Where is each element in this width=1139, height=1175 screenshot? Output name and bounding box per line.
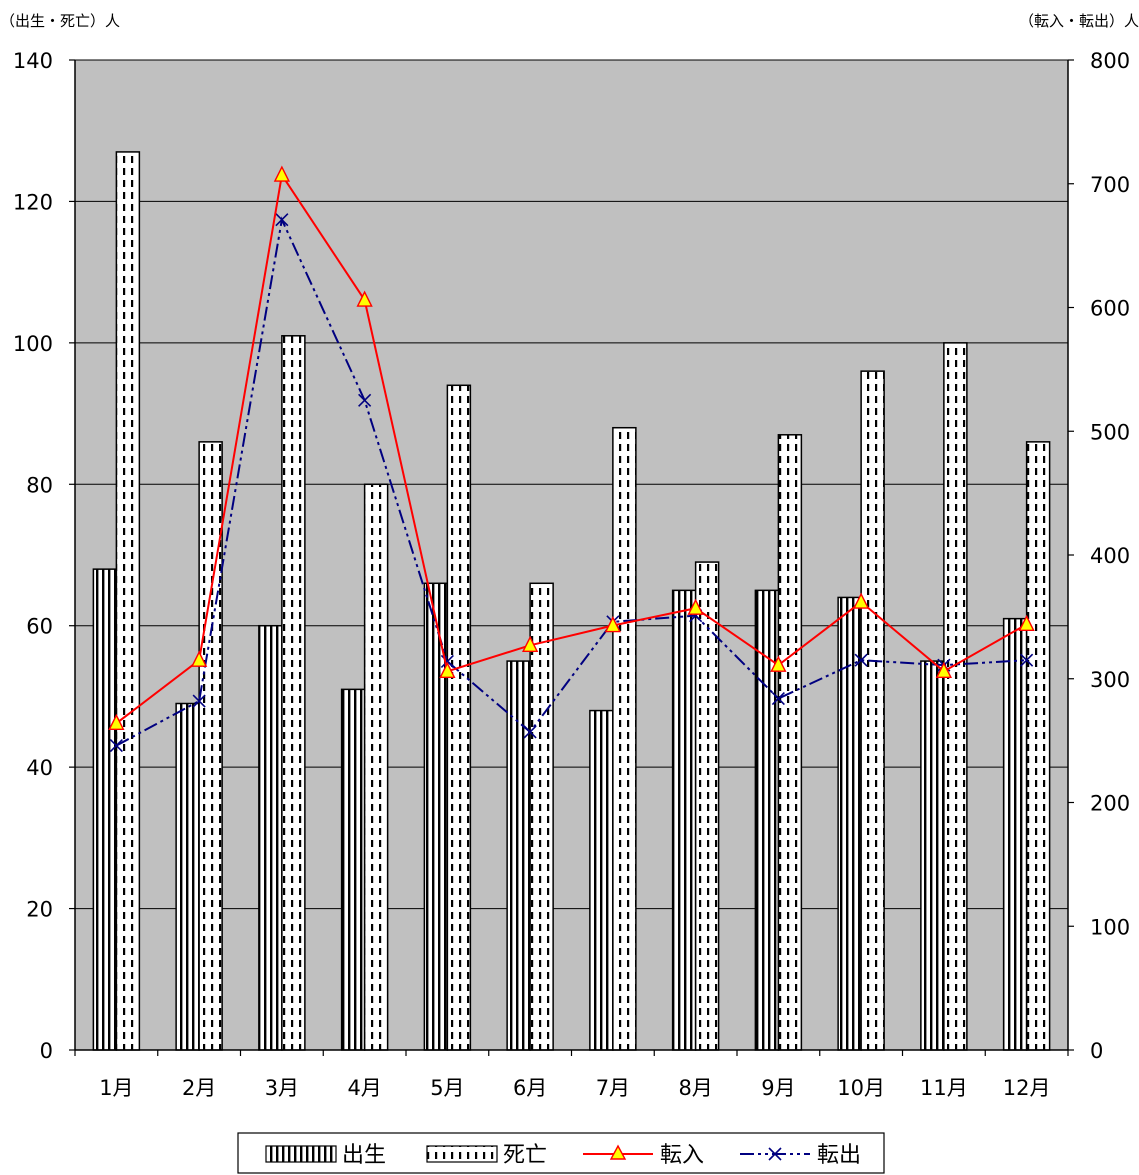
marker-in <box>604 615 622 633</box>
bar-death <box>115 151 141 1051</box>
left-tick-label: 80 <box>26 473 53 497</box>
bar-birth <box>175 702 200 1051</box>
marker-out <box>358 393 372 407</box>
bar-birth <box>1002 617 1028 1051</box>
category-label: 1月 <box>99 1076 133 1100</box>
bar-death <box>281 335 306 1051</box>
bar-death <box>860 370 885 1051</box>
legend-swatch-death <box>426 1145 498 1163</box>
marker-out <box>275 213 289 227</box>
bar-birth <box>506 660 531 1051</box>
line-in <box>115 172 1028 725</box>
gridlines <box>75 59 1068 910</box>
marker-in <box>439 661 456 679</box>
marker-in <box>273 165 291 182</box>
bar-birth <box>671 589 697 1051</box>
left-tick-label: 140 <box>13 49 53 73</box>
plot-area <box>74 59 1069 1051</box>
marker-in <box>852 592 870 609</box>
marker-in <box>687 598 704 615</box>
left-tick-label: 60 <box>26 615 53 639</box>
category-labels: 1月 2月 3月 4月 5月 6月 7月 8月 9月 10月 11月 12月 <box>99 1076 1050 1100</box>
bar-death <box>777 434 803 1051</box>
left-tick-label: 100 <box>13 332 53 356</box>
marker-in <box>108 713 125 730</box>
marker-in <box>935 661 953 679</box>
category-label: 4月 <box>347 1076 381 1100</box>
marker-in <box>190 650 208 667</box>
lines <box>108 165 1035 753</box>
bar-death <box>943 342 968 1051</box>
marker-in <box>356 290 373 307</box>
bar-birth <box>340 688 366 1051</box>
legend-label-death: 死亡 <box>503 1143 547 1168</box>
legend-label-out: 転出 <box>817 1143 861 1168</box>
category-label: 7月 <box>596 1076 630 1100</box>
legend-marker-in <box>609 1144 627 1160</box>
axes <box>69 59 1074 1056</box>
bars <box>92 151 1051 1051</box>
left-tick-label: 40 <box>26 756 53 780</box>
bar-death <box>446 384 472 1051</box>
right-tick-label: 700 <box>1090 173 1130 197</box>
category-label: 3月 <box>265 1076 299 1100</box>
marker-out <box>771 691 785 706</box>
category-label: 5月 <box>430 1076 464 1100</box>
marker-out <box>109 739 123 753</box>
category-label: 8月 <box>678 1076 712 1100</box>
right-tick-label: 100 <box>1090 915 1130 939</box>
right-tick-label: 200 <box>1090 792 1130 816</box>
bar-death <box>529 582 554 1051</box>
category-label: 11月 <box>920 1076 968 1100</box>
marker-in <box>1018 614 1035 631</box>
right-axis-ticks: 0 100 200 300 400 500 600 700 800 <box>1090 49 1130 1063</box>
right-tick-label: 600 <box>1090 297 1130 321</box>
marker-in <box>770 655 787 672</box>
right-tick-label: 800 <box>1090 49 1130 73</box>
bar-death <box>1025 441 1051 1051</box>
left-tick-label: 20 <box>26 898 53 922</box>
bar-death <box>198 441 223 1051</box>
right-tick-label: 500 <box>1090 420 1130 444</box>
category-label: 10月 <box>837 1076 885 1100</box>
marker-in <box>521 635 539 653</box>
legend-label-in: 転入 <box>660 1143 704 1168</box>
category-label: 6月 <box>513 1076 547 1100</box>
right-tick-label: 300 <box>1090 668 1130 692</box>
bar-death <box>612 426 637 1051</box>
right-tick-label: 400 <box>1090 544 1130 568</box>
line-out <box>115 216 1027 747</box>
category-label: 12月 <box>1003 1076 1051 1100</box>
marker-out <box>523 725 537 739</box>
legend-label-birth: 出生 <box>342 1143 386 1168</box>
bar-birth <box>754 589 780 1051</box>
marker-out <box>192 694 206 708</box>
left-axis-unit-label: （出生・死亡）人 <box>0 12 120 30</box>
right-tick-label: 0 <box>1090 1039 1103 1063</box>
left-tick-label: 0 <box>40 1039 53 1063</box>
category-label: 9月 <box>761 1076 795 1100</box>
bar-birth <box>92 568 118 1051</box>
bar-birth <box>258 624 283 1051</box>
legend: 出生 死亡 転入 転出 <box>237 1132 885 1174</box>
bar-birth <box>920 660 945 1051</box>
bar-birth <box>589 709 614 1051</box>
legend-swatch-birth <box>265 1145 337 1163</box>
bar-death <box>363 483 389 1051</box>
marker-out <box>1020 653 1034 667</box>
left-tick-label: 120 <box>13 190 53 214</box>
category-label: 2月 <box>182 1076 216 1100</box>
right-axis-unit-label: （転入・転出）人 <box>1019 12 1139 30</box>
legend-marker-out <box>768 1147 782 1161</box>
left-axis-ticks: 0 20 40 60 80 100 120 140 <box>13 49 53 1063</box>
marker-out <box>854 653 868 667</box>
